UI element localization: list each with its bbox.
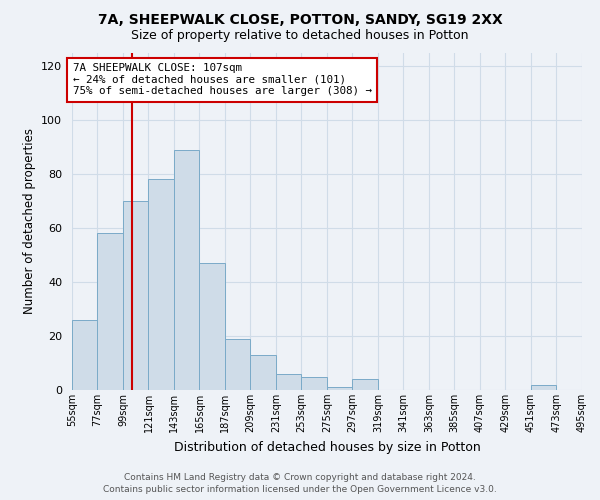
Bar [301,376,327,390]
X-axis label: Distribution of detached houses by size in Potton: Distribution of detached houses by size … [173,440,481,454]
Bar [352,379,378,390]
Bar [199,263,225,390]
Bar [251,355,276,390]
Bar [148,180,174,390]
Text: Contains HM Land Registry data © Crown copyright and database right 2024.
Contai: Contains HM Land Registry data © Crown c… [103,472,497,494]
Bar [531,384,556,390]
Bar [276,374,301,390]
Y-axis label: Number of detached properties: Number of detached properties [23,128,35,314]
Text: 7A SHEEPWALK CLOSE: 107sqm
← 24% of detached houses are smaller (101)
75% of sem: 7A SHEEPWALK CLOSE: 107sqm ← 24% of deta… [73,64,371,96]
Text: 7A, SHEEPWALK CLOSE, POTTON, SANDY, SG19 2XX: 7A, SHEEPWALK CLOSE, POTTON, SANDY, SG19… [98,12,502,26]
Bar [123,201,148,390]
Bar [225,338,251,390]
Bar [327,388,352,390]
Bar [72,320,97,390]
Bar [174,150,199,390]
Bar [97,234,123,390]
Text: Size of property relative to detached houses in Potton: Size of property relative to detached ho… [131,29,469,42]
